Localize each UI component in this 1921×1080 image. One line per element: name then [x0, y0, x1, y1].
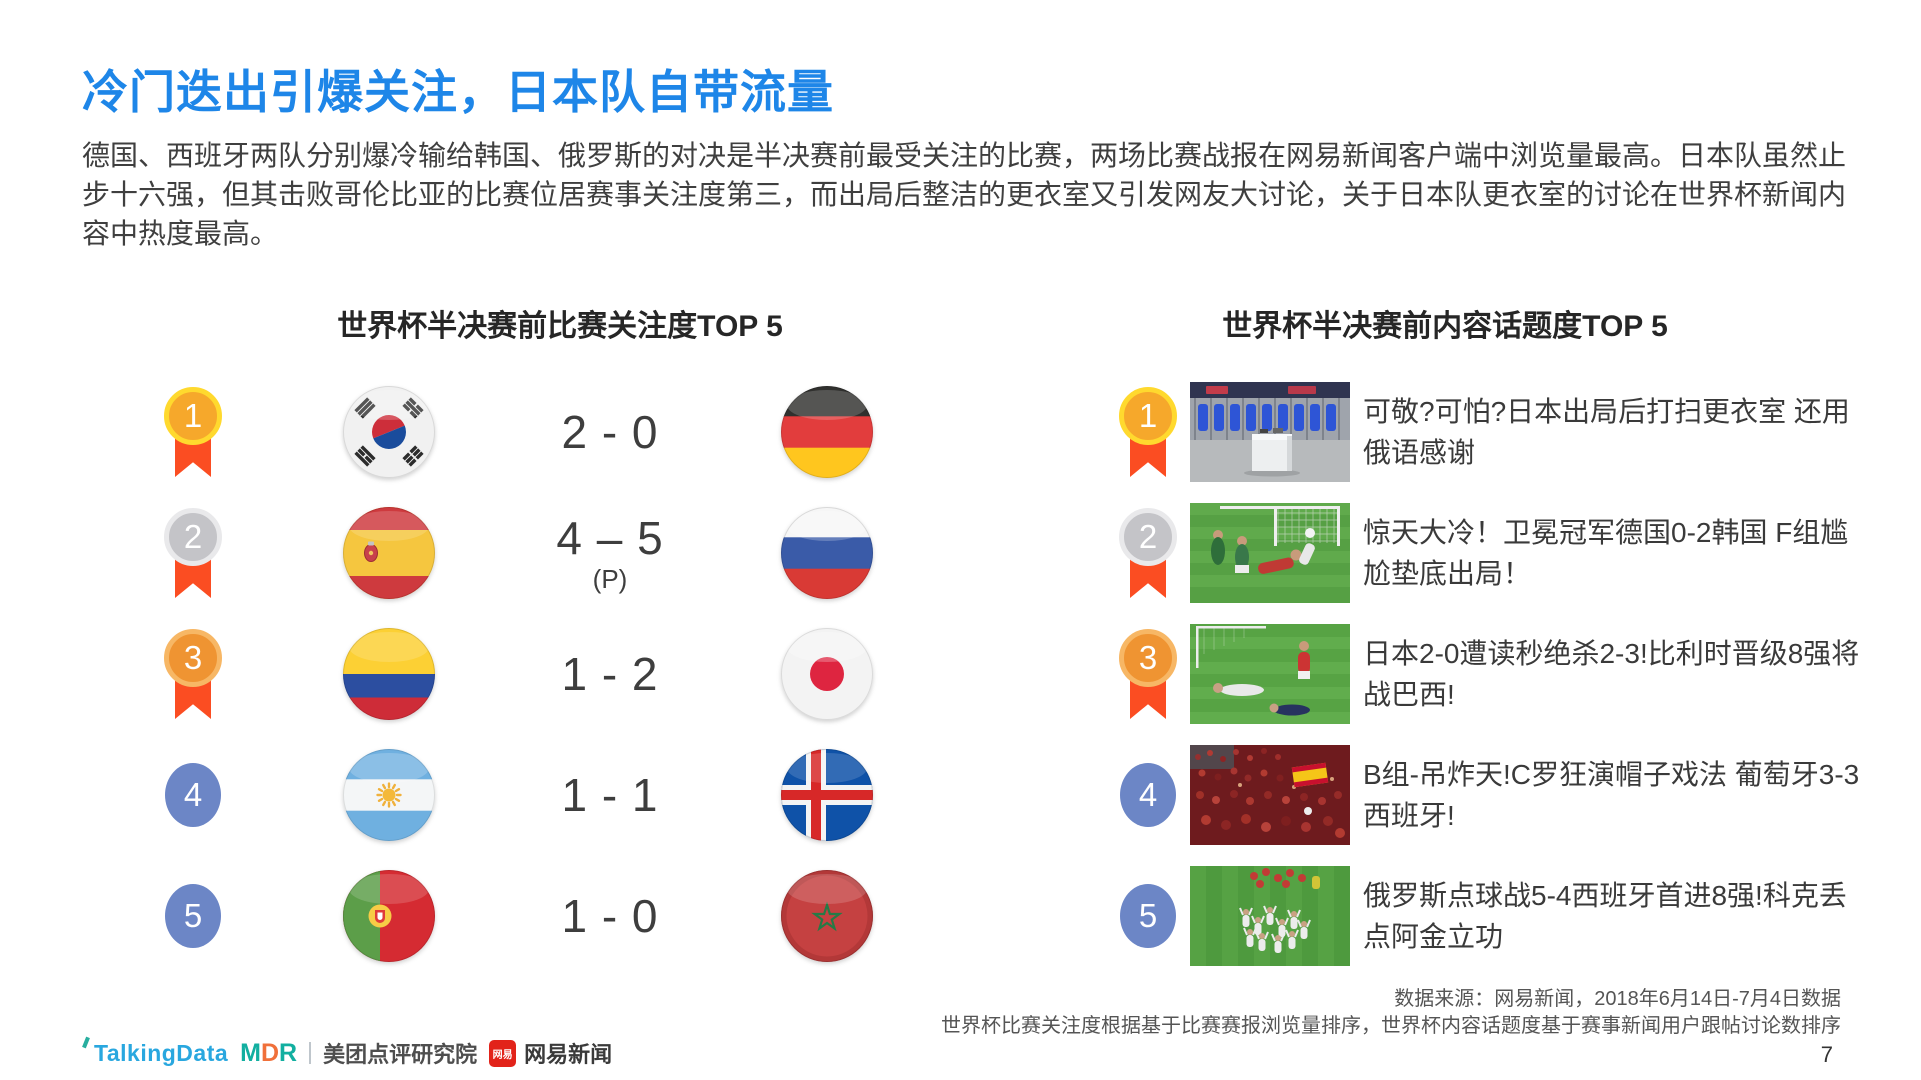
- page-title: 冷门迭出引爆关注，日本队自带流量: [82, 66, 834, 118]
- match-panel-header: 世界杯半决赛前比赛关注度TOP 5: [337, 310, 783, 343]
- talkingdata-tick-icon: [82, 1036, 90, 1049]
- match-score: 1 - 1: [561, 769, 659, 821]
- topic-row: 5 俄罗斯点球战5-4西: [1105, 856, 1875, 976]
- logo-divider: [309, 1042, 312, 1064]
- south-korea-flag-icon: [342, 385, 436, 479]
- talkingdata-logo: TalkingData: [94, 1039, 229, 1066]
- news-title: 惊天大冷！卫冕冠军德国0-2韩国 F组尴尬垫底出局！: [1363, 517, 1849, 589]
- gold-medal-icon: 1: [158, 387, 228, 479]
- score-block: 2 - 0: [490, 406, 730, 458]
- bronze-medal-icon: 3: [1113, 629, 1183, 721]
- news-title: 可敬?可怕?日本出局后打扫更衣室 还用俄语感谢: [1363, 396, 1850, 468]
- data-source-note: 数据来源：网易新闻，2018年6月14日-7月4日数据 世界杯比赛关注度根据基于…: [941, 986, 1841, 1040]
- argentina-flag-icon: [342, 748, 436, 842]
- match-score: 4 – 5: [556, 512, 664, 564]
- match-row: 2 4 – 5 (P): [130, 493, 910, 613]
- score-block: 1 - 1: [490, 769, 730, 821]
- bronze-medal-icon: 3: [158, 629, 228, 721]
- japan-flag-icon: [780, 627, 874, 721]
- celebration-thumbnail: [1190, 866, 1350, 966]
- match-score: 1 - 2: [561, 648, 659, 700]
- rank-number: 5: [165, 884, 221, 948]
- topic-panel-header: 世界杯半决赛前内容话题度TOP 5: [1222, 310, 1668, 343]
- players-on-pitch-thumbnail: [1190, 624, 1350, 724]
- rank-number: 1: [164, 387, 222, 445]
- topic-row: 3 日本2-0遭读秒绝杀2-3!比利时晋级8强将战巴西!: [1105, 614, 1875, 734]
- portugal-flag-icon: [342, 869, 436, 963]
- match-row: 5 1 - 0: [130, 856, 910, 976]
- netease-news-logo: 网易新闻: [524, 1042, 613, 1067]
- rank-number: 3: [1119, 629, 1177, 687]
- spain-flag-icon: [342, 506, 436, 600]
- rank-badge: 4: [1113, 750, 1183, 842]
- rank-number: 3: [164, 629, 222, 687]
- match-score: 1 - 0: [561, 890, 659, 942]
- page-number: 7: [1820, 1042, 1833, 1067]
- data-source-line1: 数据来源：网易新闻，2018年6月14日-7月4日数据: [1394, 988, 1841, 1010]
- morocco-flag-icon: [780, 869, 874, 963]
- locker-room-thumbnail: [1190, 382, 1350, 482]
- topic-row: 4 B组-吊炸天!C罗狂演帽子戏法 葡萄牙3-3西班牙!: [1105, 735, 1875, 855]
- rank-number: 5: [1120, 884, 1176, 948]
- match-score: 2 - 0: [561, 406, 659, 458]
- score-block: 1 - 0: [490, 890, 730, 942]
- topic-row: 1 可敬?可怕?日本出局后打扫更衣室 还用俄语感谢: [1105, 372, 1875, 492]
- gold-medal-icon: 1: [1113, 387, 1183, 479]
- topic-row: 2 惊天大冷！卫冕冠军德国0-2韩国 F组尴尬垫底出局！: [1105, 493, 1875, 613]
- iceland-flag-icon: [780, 748, 874, 842]
- rank-number: 1: [1119, 387, 1177, 445]
- netease-badge-icon: 网易: [489, 1039, 517, 1067]
- score-note: (P): [592, 564, 628, 594]
- meituan-dianping-institute-logo: 美团点评研究院: [323, 1042, 478, 1067]
- rank-number: 2: [1119, 508, 1177, 566]
- rank-badge: 5: [158, 871, 228, 963]
- russia-flag-icon: [780, 506, 874, 600]
- match-row: 4 1 - 1: [130, 735, 910, 855]
- news-title: 日本2-0遭读秒绝杀2-3!比利时晋级8强将战巴西!: [1363, 638, 1860, 710]
- germany-flag-icon: [780, 385, 874, 479]
- intro-paragraph: 德国、西班牙两队分别爆冷输给韩国、俄罗斯的对决是半决赛前最受关注的比赛，两场比赛…: [82, 140, 1847, 249]
- match-row: 3 1 - 2: [130, 614, 910, 734]
- rank-badge: 5: [1113, 871, 1183, 963]
- silver-medal-icon: 2: [158, 508, 228, 600]
- news-title: 俄罗斯点球战5-4西班牙首进8强!科克丢点阿金立功: [1363, 880, 1847, 952]
- data-source-line2: 世界杯比赛关注度根据基于比赛赛报浏览量排序，世界杯内容话题度基于赛事新闻用户跟帖…: [941, 1015, 1841, 1037]
- colombia-flag-icon: [342, 627, 436, 721]
- score-block: 1 - 2: [490, 648, 730, 700]
- rank-number: 2: [164, 508, 222, 566]
- red-fans-crowd-thumbnail: [1190, 745, 1350, 845]
- score-block: 4 – 5 (P): [490, 512, 730, 594]
- silver-medal-icon: 2: [1113, 508, 1183, 600]
- news-title: B组-吊炸天!C罗狂演帽子戏法 葡萄牙3-3西班牙!: [1363, 759, 1860, 831]
- rank-number: 4: [1120, 763, 1176, 827]
- match-row: 1 2 -: [130, 372, 910, 492]
- rank-badge: 4: [158, 750, 228, 842]
- goal-scene-thumbnail: [1190, 503, 1350, 603]
- rank-number: 4: [165, 763, 221, 827]
